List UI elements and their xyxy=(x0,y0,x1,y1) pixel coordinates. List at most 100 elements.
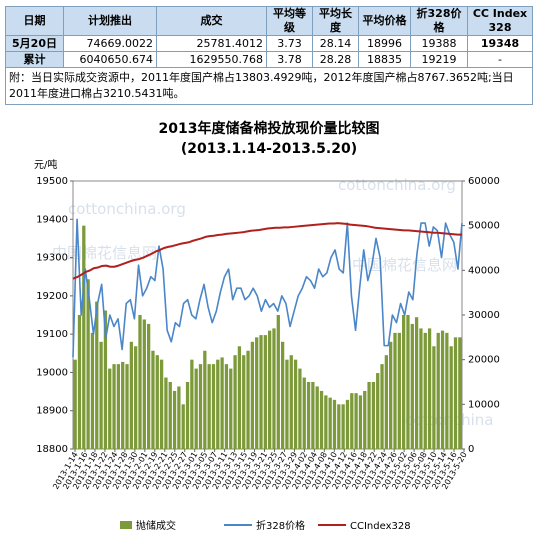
header-price: 平均价格 xyxy=(358,6,411,36)
cell-length: 28.28 xyxy=(312,51,359,68)
bar xyxy=(211,364,216,449)
y-tick-label: 19100 xyxy=(36,329,68,340)
cell-price: 18835 xyxy=(358,51,411,68)
header-date: 日期 xyxy=(5,6,64,36)
bar xyxy=(419,328,423,449)
cell-length: 28.14 xyxy=(312,35,359,52)
legend-label: 抛储成交 xyxy=(136,519,176,532)
legend-label: 折328价格 xyxy=(256,519,305,532)
bar xyxy=(138,315,142,449)
summary-table: 日期 计划推出 成交 平均等级 平均长度 平均价格 折328价格 CC Inde… xyxy=(5,6,533,105)
y-tick-label: 20000 xyxy=(468,355,500,366)
cell-plan: 74669.0022 xyxy=(63,35,157,52)
bar xyxy=(458,337,462,449)
bar xyxy=(350,393,354,449)
bar xyxy=(237,346,242,449)
bar xyxy=(272,328,276,449)
bar xyxy=(168,382,172,449)
header-cc: CC Index 328 xyxy=(467,6,533,36)
y-axis-left: 18800 18900 19000 19100 19200 19300 19400 19500 xyxy=(36,176,73,455)
bar xyxy=(354,393,358,449)
y-tick-label: 50000 xyxy=(468,221,500,232)
watermark: 中国棉花信息网 xyxy=(352,256,457,274)
bar xyxy=(445,332,449,449)
bar xyxy=(207,364,211,449)
bar xyxy=(181,404,185,449)
y-tick-label: 19500 xyxy=(36,176,68,187)
table-header-row: 日期 计划推出 成交 平均等级 平均长度 平均价格 折328价格 CC Inde… xyxy=(5,6,533,36)
cell-p328: 19388 xyxy=(410,35,468,52)
bar xyxy=(280,341,285,449)
bar xyxy=(306,382,311,449)
bar xyxy=(224,364,229,449)
price-volume-chart: cottonchina.org cottonchina.org 中国棉花信息网 … xyxy=(34,120,500,532)
bar xyxy=(402,315,406,449)
bar xyxy=(246,350,250,449)
bar xyxy=(190,359,194,449)
bar xyxy=(77,315,82,449)
y-tick-label: 19200 xyxy=(36,291,68,302)
bar xyxy=(367,382,371,449)
bar xyxy=(203,350,207,449)
y-tick-label: 40000 xyxy=(468,265,500,276)
bar xyxy=(151,350,155,449)
header-plan: 计划推出 xyxy=(63,6,157,36)
bar xyxy=(134,346,138,449)
bar xyxy=(406,315,410,449)
bar xyxy=(345,399,350,449)
header-grade-text: 平均等级 xyxy=(273,7,306,35)
bar xyxy=(229,368,233,449)
volume-bars xyxy=(73,225,462,449)
bar xyxy=(315,386,319,449)
y-tick-label: 10000 xyxy=(468,399,500,410)
legend: 抛储成交 折328价格 CCIndex328 xyxy=(120,519,411,532)
y-axis-label: 元/吨 xyxy=(34,158,57,171)
cell-cc: 19348 xyxy=(467,35,533,52)
bar xyxy=(164,377,168,449)
bar xyxy=(125,364,129,449)
bar xyxy=(380,364,384,449)
bar xyxy=(440,330,445,449)
bar xyxy=(289,355,293,449)
header-length: 平均长度 xyxy=(312,6,359,36)
bar xyxy=(155,355,159,449)
header-p328: 折328价格 xyxy=(410,6,468,36)
bar xyxy=(129,341,133,449)
header-p328-text: 折328价格 xyxy=(416,7,462,35)
bar xyxy=(216,359,220,449)
bar xyxy=(414,317,419,449)
price-lines xyxy=(72,218,463,358)
cell-price: 18996 xyxy=(358,35,411,52)
bar xyxy=(410,323,414,449)
table-note-row: 附：当日实际成交资源中，2011年度国产棉占13803.4929吨，2012年度… xyxy=(5,67,533,105)
chart-subtitle: (2013.1.14-2013.5.20) xyxy=(181,141,357,157)
price328-line xyxy=(72,218,463,358)
bar xyxy=(99,341,103,449)
bar xyxy=(341,404,345,449)
row-label: 5月20日 xyxy=(5,35,64,52)
cell-plan: 6040650.674 xyxy=(63,51,157,68)
bar xyxy=(332,399,337,449)
bar xyxy=(432,346,436,449)
legend-bar-swatch xyxy=(120,521,132,529)
y-tick-label: 18900 xyxy=(36,406,68,417)
bar xyxy=(82,225,86,449)
y-tick-label: 18800 xyxy=(36,444,68,455)
y-tick-label: 60000 xyxy=(468,176,500,187)
bar xyxy=(121,361,125,449)
bar xyxy=(90,332,95,449)
y-tick-label: 30000 xyxy=(468,310,500,321)
header-grade: 平均等级 xyxy=(266,6,313,36)
bar xyxy=(159,359,164,449)
bar xyxy=(449,346,453,449)
header-price-text: 平均价格 xyxy=(362,14,407,27)
header-deal: 成交 xyxy=(156,6,267,36)
bar xyxy=(73,359,77,449)
table-note: 附：当日实际成交资源中，2011年度国产棉占13803.4929吨，2012年度… xyxy=(5,67,533,105)
bar xyxy=(298,368,302,449)
bar xyxy=(337,404,341,449)
x-axis: 2013-1-142013-1-162013-1-182013-1-222013… xyxy=(51,449,469,491)
y-tick-label: 19400 xyxy=(36,214,68,225)
watermark: cottonchina.org xyxy=(68,200,186,218)
chart-title: 2013年度储备棉投放现价量比较图 xyxy=(159,120,380,137)
